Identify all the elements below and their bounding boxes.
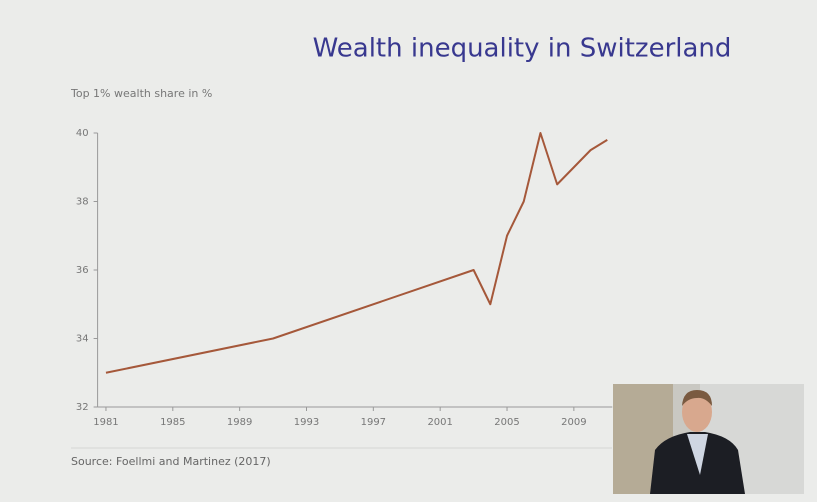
y-tick-label: 36 bbox=[76, 265, 89, 276]
x-tick-label: 1997 bbox=[361, 417, 386, 428]
x-tick-label: 1993 bbox=[294, 417, 319, 428]
source-note: Source: Foellmi and Martinez (2017) bbox=[71, 455, 271, 468]
x-tick-label: 2005 bbox=[494, 417, 519, 428]
y-tick-label: 32 bbox=[76, 402, 89, 413]
person-shirt bbox=[687, 434, 708, 475]
x-tick-label: 2009 bbox=[561, 417, 586, 428]
x-tick-label: 1981 bbox=[93, 417, 118, 428]
person-hair bbox=[682, 390, 712, 406]
data-line bbox=[105, 132, 608, 374]
y-tick-label: 38 bbox=[76, 197, 89, 208]
x-tick-label: 2001 bbox=[427, 417, 452, 428]
y-tick-label: 34 bbox=[76, 334, 89, 345]
person-head bbox=[682, 392, 712, 432]
x-tick-label: 1985 bbox=[160, 417, 185, 428]
y-axis-label: Top 1% wealth share in % bbox=[70, 87, 212, 100]
x-tick-label: 1989 bbox=[227, 417, 252, 428]
y-tick-label: 40 bbox=[76, 128, 89, 139]
chart-title: Wealth inequality in Switzerland bbox=[313, 34, 732, 64]
video-inset bbox=[613, 384, 804, 494]
